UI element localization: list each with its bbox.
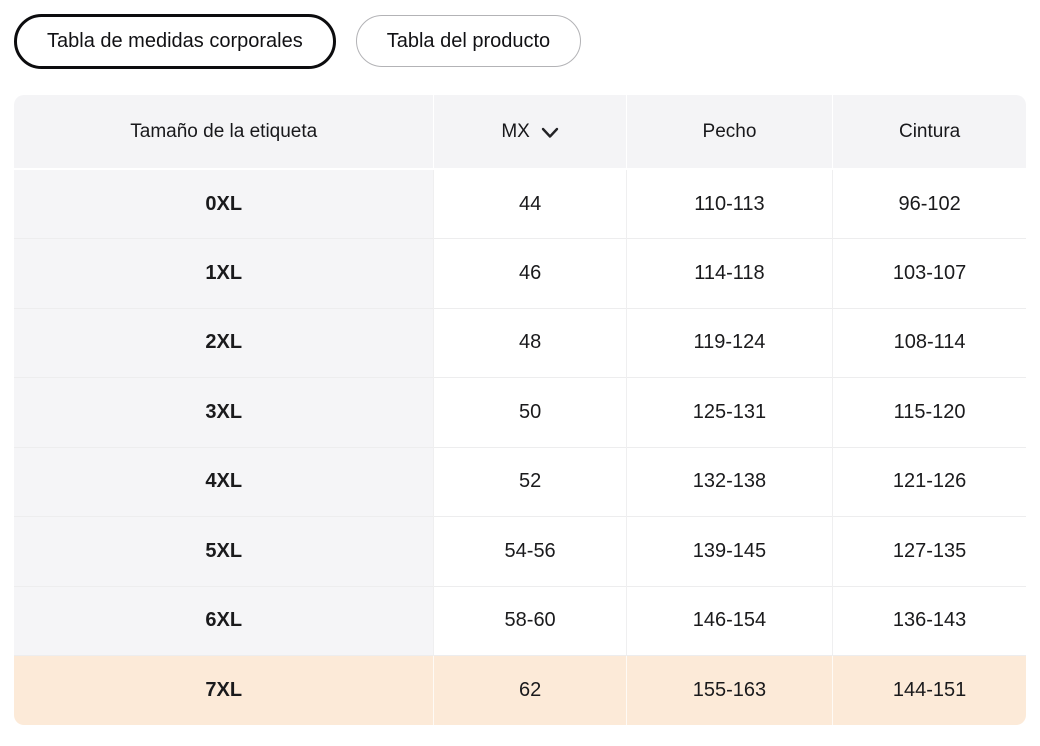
mx-cell: 54-56 [433, 516, 627, 586]
column-header-chest: Pecho [625, 95, 833, 169]
chest-cell: 110-113 [625, 168, 833, 239]
table-row-6xl: 6XL 58-60 146-154 136-143 [14, 585, 1026, 656]
chest-cell: 155-163 [625, 655, 833, 725]
mx-cell: 58-60 [433, 585, 627, 656]
column-header-size-label: Tamaño de la etiqueta [14, 95, 434, 169]
waist-cell: 144-151 [832, 655, 1026, 725]
waist-cell: 115-120 [832, 377, 1026, 447]
chevron-down-icon [541, 127, 559, 139]
mx-cell: 48 [433, 307, 627, 378]
size-cell: 7XL [14, 655, 434, 725]
waist-cell: 108-114 [832, 307, 1026, 378]
size-cell: 2XL [14, 307, 434, 378]
table-row-1xl: 1XL 46 114-118 103-107 [14, 238, 1026, 308]
column-header-waist: Cintura [832, 95, 1026, 169]
mx-cell: 62 [433, 655, 627, 725]
mx-cell: 46 [433, 238, 627, 308]
chest-cell: 114-118 [625, 238, 833, 308]
size-cell: 3XL [14, 377, 434, 447]
table-row-3xl: 3XL 50 125-131 115-120 [14, 377, 1026, 447]
table-row-0xl: 0XL 44 110-113 96-102 [14, 168, 1026, 239]
waist-cell: 127-135 [832, 516, 1026, 586]
table-row-7xl-highlighted: 7XL 62 155-163 144-151 [14, 655, 1026, 725]
size-cell: 5XL [14, 516, 434, 586]
table-row-2xl: 2XL 48 119-124 108-114 [14, 307, 1026, 378]
mx-cell: 52 [433, 446, 627, 517]
unit-selector-dropdown[interactable]: MX [501, 121, 559, 143]
column-header-unit: MX [433, 95, 627, 169]
table-header-row: Tamaño de la etiqueta MX Pecho Cint [14, 95, 1026, 169]
chest-cell: 119-124 [625, 307, 833, 378]
unit-selector-value: MX [501, 120, 530, 142]
chest-cell: 132-138 [625, 446, 833, 517]
size-guide-tabs: Tabla de medidas corporales Tabla del pr… [14, 13, 1026, 69]
tab-body-measurements[interactable]: Tabla de medidas corporales [14, 13, 336, 69]
size-cell: 0XL [14, 168, 434, 239]
chest-cell: 139-145 [625, 516, 833, 586]
waist-cell: 96-102 [832, 168, 1026, 239]
mx-cell: 44 [433, 168, 627, 239]
waist-cell: 136-143 [832, 585, 1026, 656]
size-table: Tamaño de la etiqueta MX Pecho Cint [14, 95, 1026, 725]
chest-cell: 146-154 [625, 585, 833, 656]
tab-product-measurements[interactable]: Tabla del producto [355, 15, 582, 67]
mx-cell: 50 [433, 377, 627, 447]
chest-cell: 125-131 [625, 377, 833, 447]
waist-cell: 121-126 [832, 446, 1026, 517]
size-cell: 6XL [14, 585, 434, 656]
size-cell: 4XL [14, 446, 434, 517]
waist-cell: 103-107 [832, 238, 1026, 308]
table-row-5xl: 5XL 54-56 139-145 127-135 [14, 516, 1026, 586]
table-row-4xl: 4XL 52 132-138 121-126 [14, 446, 1026, 517]
size-cell: 1XL [14, 238, 434, 308]
